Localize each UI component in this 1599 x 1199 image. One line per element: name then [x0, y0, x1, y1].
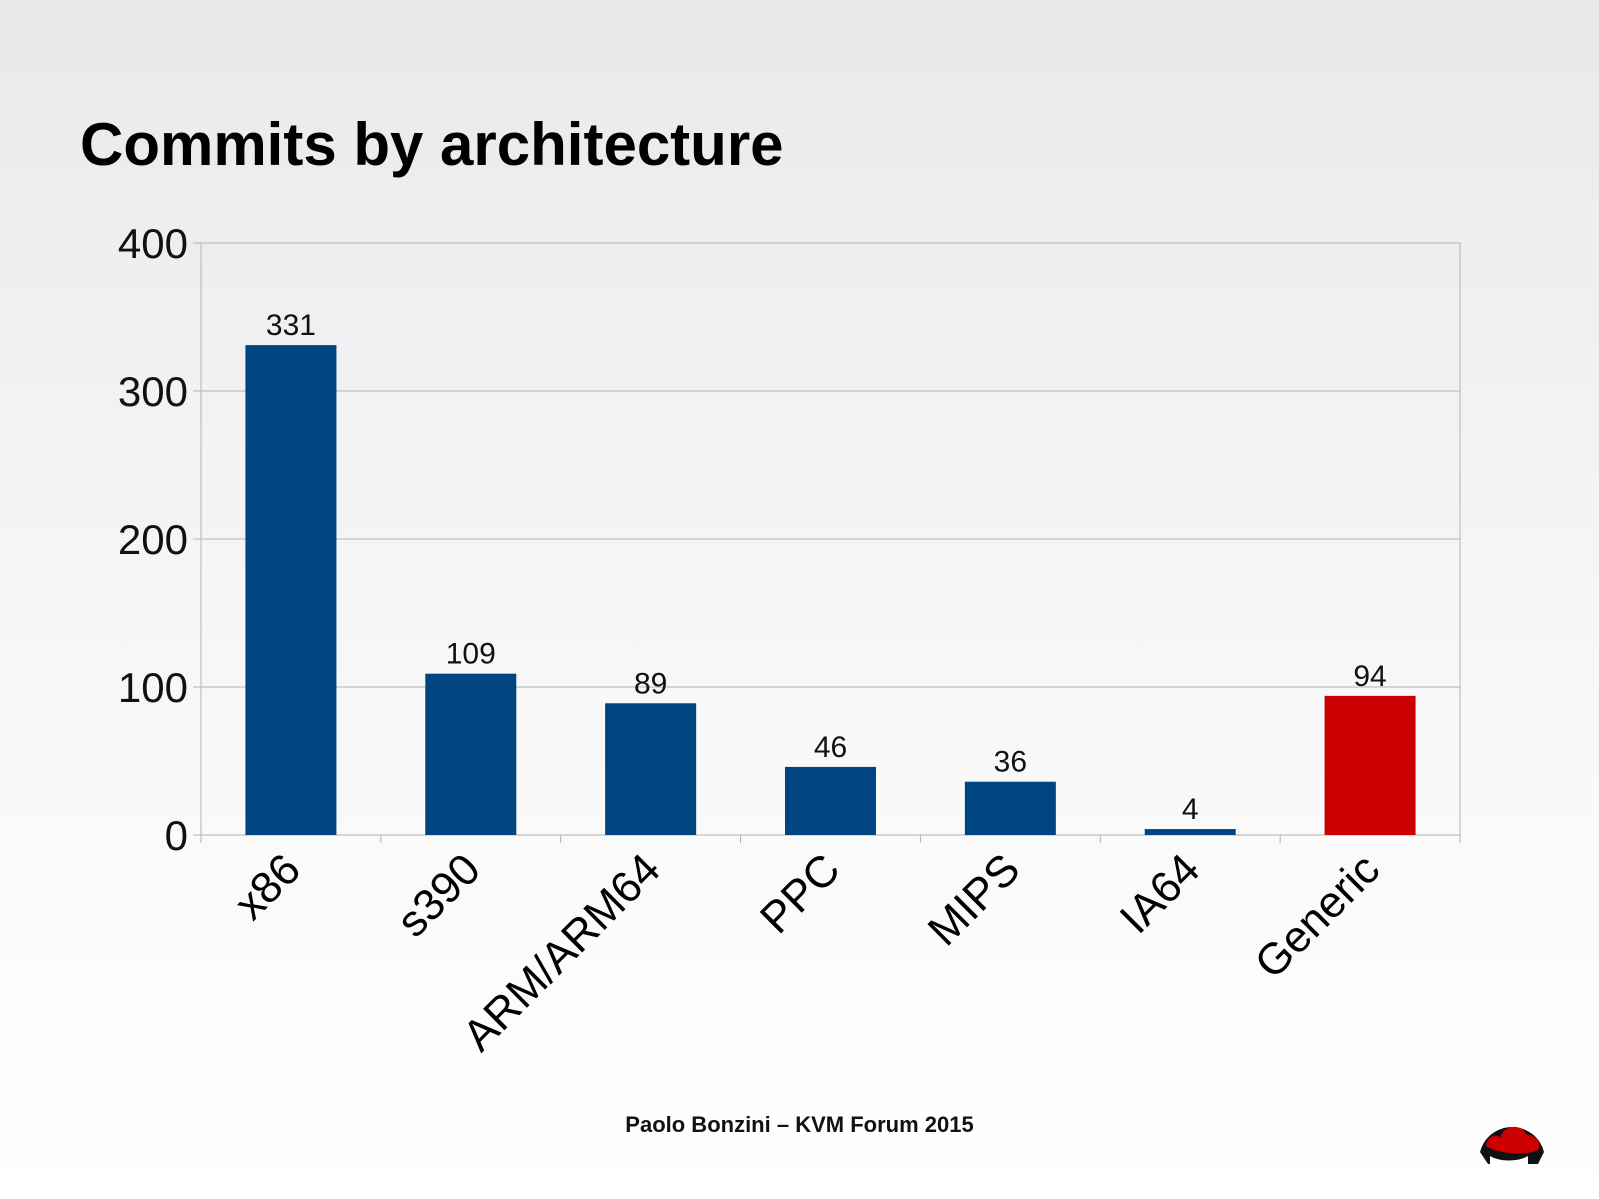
data-label: 94: [1353, 660, 1386, 693]
x-tick-label: PPC: [751, 844, 850, 943]
data-label: 89: [634, 667, 667, 700]
footer-text: Paolo Bonzini – KVM Forum 2015: [625, 1112, 974, 1137]
bar-arm-arm64: [605, 703, 697, 835]
bar-generic: [1324, 695, 1416, 835]
data-label: 331: [266, 309, 316, 342]
bar-chart: 0100200300400331x86109s39089ARM/ARM6446P…: [118, 220, 1461, 1061]
data-label: 46: [814, 731, 847, 764]
bar-mips: [964, 781, 1056, 835]
x-tick-label: IA64: [1111, 844, 1210, 943]
bar-ia64: [1144, 829, 1236, 835]
x-tick-label: x86: [225, 844, 310, 929]
x-tick-label: Generic: [1246, 844, 1390, 988]
y-tick-label: 200: [118, 516, 188, 563]
bar-ppc: [785, 766, 876, 835]
y-tick-label: 0: [165, 812, 188, 859]
bar-x86: [245, 345, 337, 835]
red-hat-logo-icon: [1480, 1126, 1544, 1168]
slide-title: Commits by architecture: [80, 111, 784, 178]
y-tick-label: 400: [118, 220, 188, 267]
y-tick-label: 100: [118, 664, 188, 711]
x-tick-label: MIPS: [919, 844, 1030, 955]
bar-s390: [425, 673, 517, 835]
data-label: 4: [1182, 793, 1199, 826]
data-label: 109: [446, 638, 496, 671]
x-tick-label: s390: [388, 844, 490, 946]
y-tick-label: 300: [118, 368, 188, 415]
data-label: 36: [994, 746, 1027, 779]
